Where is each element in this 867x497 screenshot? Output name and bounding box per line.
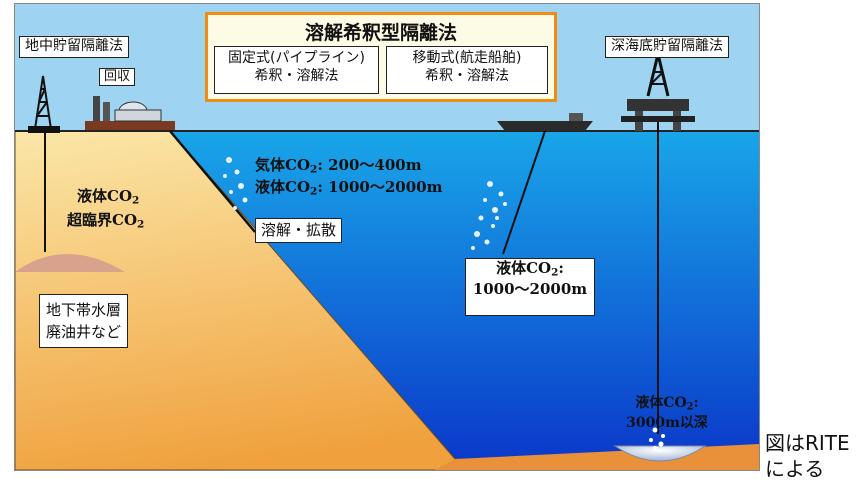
aquifer-line-2: 廃油井など — [46, 323, 122, 341]
title-box: 溶解希釈型隔離法 固定式(パイプライン) 希釈・溶解法 移動式(航走船舶) 希釈… — [205, 12, 557, 102]
ship — [497, 113, 593, 131]
liquid-co2-pipeline-annotation: 液体CO2: 1000～2000m — [255, 178, 443, 198]
ship-depth: 1000～2000m — [472, 280, 588, 299]
underground-liquid-annotation: 液体CO2 — [77, 187, 140, 207]
caption-line-1: 図はRITE — [765, 431, 850, 455]
ship-liquid-annotation: 液体CO2: 1000～2000m — [465, 258, 595, 316]
underground-supercritical-annotation: 超臨界CO2 — [67, 211, 145, 231]
seabed-lake — [613, 445, 707, 462]
deep-droplets — [649, 427, 665, 450]
dissolution-diffusion-label: 溶解・拡散 — [255, 218, 343, 243]
gas-bubbles — [223, 157, 248, 210]
aquifer-line-1: 地下帯水層 — [46, 301, 122, 319]
onshore-facility — [85, 96, 175, 130]
fixed-method-box: 固定式(パイプライン) 希釈・溶解法 — [214, 46, 379, 94]
co2-sequestration-diagram: 溶解希釈型隔離法 固定式(パイプライン) 希釈・溶解法 移動式(航走船舶) 希釈… — [14, 3, 760, 471]
mobile-method-box: 移動式(航走船舶) 希釈・溶解法 — [386, 46, 548, 94]
reservoir — [15, 254, 125, 272]
title: 溶解希釈型隔離法 — [304, 22, 457, 44]
recovery-label: 回収 — [99, 68, 136, 87]
source-caption: 図はRITE による — [765, 430, 850, 482]
deep-liquid-annotation: 液体CO2: 3000m以深 — [619, 394, 715, 432]
diagram-graphic — [15, 4, 759, 470]
offshore-platform — [621, 53, 695, 131]
mobile-method-line-2: 希釈・溶解法 — [425, 67, 509, 84]
mobile-method-line-1: 移動式(航走船舶) — [412, 50, 522, 66]
deep-sea-storage-label: 深海底貯留隔離法 — [605, 36, 729, 58]
gas-co2-annotation: 気体CO2: 200～400m — [255, 156, 422, 176]
deep-depth: 3000m以深 — [626, 415, 708, 432]
fixed-method-line-1: 固定式(パイプライン) — [228, 50, 365, 66]
liquid-droplets — [471, 181, 507, 250]
caption-line-2: による — [765, 457, 825, 481]
ship-discharge-pipe — [502, 130, 546, 255]
underground-storage-label: 地中貯留隔離法 — [19, 36, 129, 58]
fixed-method-line-2: 希釈・溶解法 — [254, 67, 339, 84]
pipeline — [169, 130, 256, 233]
aquifer-label: 地下帯水層 廃油井など — [39, 294, 129, 348]
